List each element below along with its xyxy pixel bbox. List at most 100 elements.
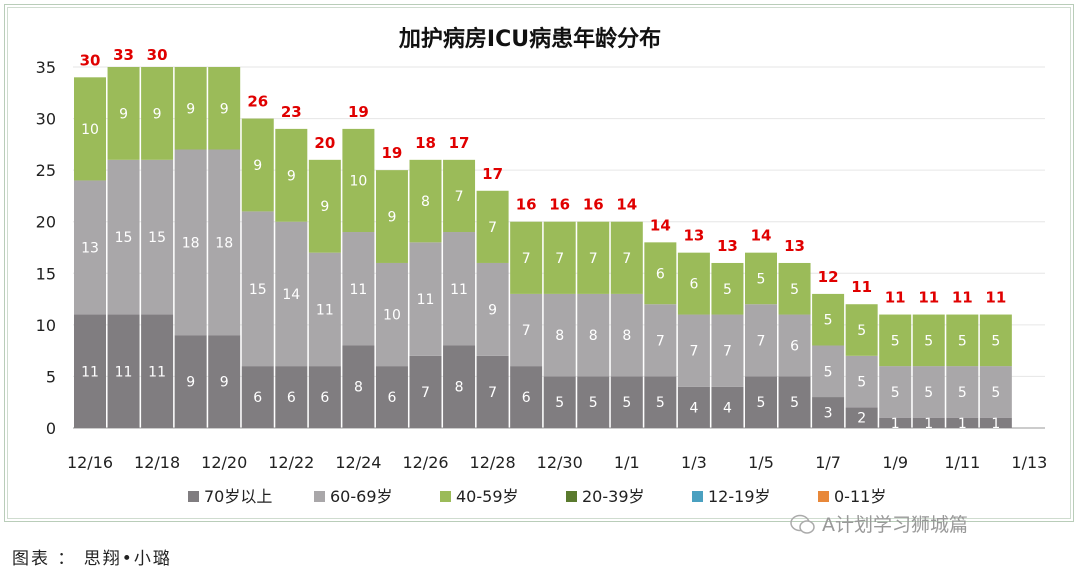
bar-segment — [241, 211, 274, 367]
bar-segment — [107, 159, 140, 315]
total-label: 13 — [784, 237, 805, 255]
bar-segment — [476, 190, 509, 263]
bar-segment — [375, 262, 408, 367]
bar-segment — [879, 366, 912, 418]
segment-value-label: 5 — [757, 271, 766, 287]
total-label: 17 — [482, 165, 503, 183]
watermark-text: A计划学习狮城篇 — [822, 514, 968, 536]
segment-value-label: 5 — [824, 313, 833, 329]
x-tick-label: 1/13 — [1011, 453, 1047, 472]
total-label: 11 — [918, 289, 939, 307]
bar-segment — [912, 417, 945, 428]
segment-value-label: 15 — [115, 230, 133, 246]
segment-value-label: 11 — [81, 364, 99, 380]
bar-segment — [979, 366, 1012, 418]
x-tick-label: 12/30 — [537, 453, 583, 472]
bar-segment — [409, 355, 442, 428]
bar-segment — [510, 221, 543, 294]
legend-swatch — [818, 491, 829, 502]
bar-segment — [745, 376, 777, 428]
bar-segment — [141, 159, 174, 315]
bar-segment — [677, 314, 710, 387]
segment-value-label: 7 — [757, 333, 766, 349]
bar-segment — [677, 252, 710, 315]
bar-segment — [610, 221, 643, 294]
bar-segment — [107, 314, 140, 428]
segment-value-label: 1 — [891, 416, 900, 432]
segment-value-label: 7 — [488, 385, 497, 401]
segment-value-label: 9 — [119, 106, 128, 122]
bar-segment — [174, 149, 207, 336]
bar-segment — [308, 159, 341, 253]
x-tick-label: 12/16 — [67, 453, 113, 472]
bar-segment — [778, 314, 811, 377]
bar-segment — [308, 366, 341, 428]
total-label: 33 — [113, 46, 134, 64]
bar-segment — [443, 232, 476, 346]
bar-segment — [409, 242, 442, 356]
segment-value-label: 6 — [287, 390, 296, 406]
bar-segment — [543, 293, 576, 377]
bar-segment — [845, 407, 878, 428]
y-tick-label: 25 — [36, 161, 56, 180]
y-tick-label: 35 — [36, 58, 56, 77]
bar-segment — [74, 180, 106, 315]
bar-segment — [711, 314, 744, 387]
total-label: 18 — [415, 134, 436, 152]
bar-segment — [610, 293, 643, 377]
segment-value-label: 5 — [622, 395, 631, 411]
segment-value-label: 6 — [790, 338, 799, 354]
bar-segment — [946, 366, 979, 418]
segment-value-label: 7 — [421, 385, 430, 401]
segment-value-label: 1 — [958, 416, 967, 432]
segment-value-label: 5 — [924, 385, 933, 401]
y-tick-label: 10 — [36, 316, 56, 335]
segment-value-label: 5 — [958, 333, 967, 349]
total-label: 30 — [147, 46, 168, 64]
bar-segment — [375, 366, 408, 428]
segment-value-label: 9 — [488, 302, 497, 318]
legend-label: 20-39岁 — [582, 487, 645, 506]
bar-segment — [141, 314, 174, 428]
segment-value-label: 5 — [857, 323, 866, 339]
y-tick-label: 0 — [46, 419, 56, 438]
bar-segment — [644, 304, 677, 377]
segment-value-label: 7 — [723, 344, 732, 360]
segment-value-label: 7 — [555, 251, 564, 267]
bar-segment — [543, 376, 576, 428]
bar-segment — [510, 293, 543, 367]
segment-value-label: 9 — [186, 101, 195, 117]
segment-value-label: 10 — [349, 173, 367, 189]
segment-value-label: 10 — [81, 122, 99, 138]
total-label: 20 — [314, 134, 335, 152]
segment-value-label: 5 — [924, 333, 933, 349]
bar-segment — [912, 366, 945, 418]
segment-value-label: 5 — [589, 395, 598, 411]
bar-segment — [979, 417, 1012, 428]
segment-value-label: 6 — [689, 277, 698, 293]
segment-value-label: 13 — [81, 241, 99, 257]
total-label: 16 — [549, 196, 570, 214]
bar-segment — [677, 386, 710, 428]
bar-segment — [812, 345, 845, 398]
bar-segment — [208, 149, 241, 336]
legend-label: 12-19岁 — [708, 487, 771, 506]
bar-segment — [308, 252, 341, 367]
x-tick-label: 1/7 — [815, 453, 841, 472]
bar-segment — [812, 397, 845, 428]
total-label: 11 — [985, 289, 1006, 307]
total-label: 17 — [449, 134, 470, 152]
segment-value-label: 9 — [320, 199, 329, 215]
segment-value-label: 6 — [320, 390, 329, 406]
segment-value-label: 6 — [387, 390, 396, 406]
bar-segment — [375, 170, 408, 263]
bar-segment — [946, 314, 979, 367]
segment-value-label: 11 — [450, 282, 468, 298]
segment-value-label: 5 — [857, 375, 866, 391]
bar-segment — [443, 345, 476, 428]
bar-segment — [241, 118, 274, 212]
segment-value-label: 7 — [455, 189, 464, 205]
watermark: A计划学习狮城篇 — [790, 510, 968, 537]
bar-segment — [275, 366, 308, 428]
segment-value-label: 4 — [689, 400, 698, 416]
